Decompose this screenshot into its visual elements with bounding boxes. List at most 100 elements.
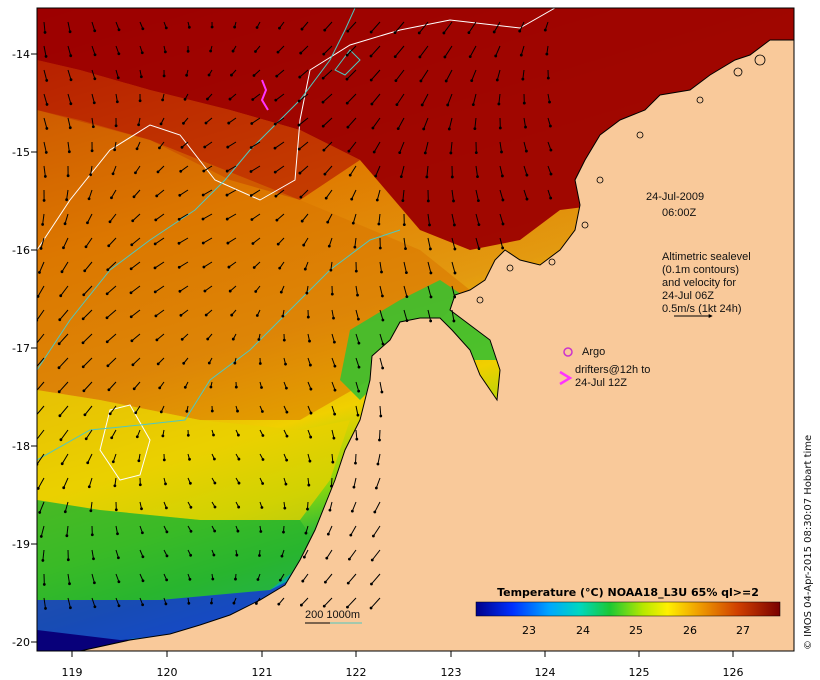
velocity-arrow xyxy=(331,333,335,343)
velocity-arrow-head xyxy=(138,99,142,103)
velocity-arrow xyxy=(326,549,333,559)
colorbar-tick: 23 xyxy=(522,624,536,637)
velocity-arrow xyxy=(67,117,71,128)
velocity-arrow-head xyxy=(300,27,304,31)
velocity-arrow xyxy=(274,117,285,125)
velocity-arrow xyxy=(399,141,405,153)
lat-tick-label: -14 xyxy=(12,48,30,61)
velocity-arrow xyxy=(108,237,117,247)
velocity-arrow-head xyxy=(377,222,381,226)
velocity-arrow-head xyxy=(212,457,216,461)
velocity-arrow-head xyxy=(326,532,330,536)
velocity-arrow xyxy=(325,573,333,583)
velocity-arrow xyxy=(226,213,237,220)
legend-line: 0.5m/s (1kt 24h) xyxy=(662,303,741,315)
velocity-arrow-head xyxy=(249,146,253,149)
warm-water-patch xyxy=(37,60,360,200)
velocity-arrow-head xyxy=(473,127,477,131)
velocity-arrow-head xyxy=(495,78,499,82)
velocity-arrow-head xyxy=(69,54,73,58)
velocity-arrow-head xyxy=(164,26,168,30)
depth-label: 200 1000m xyxy=(305,609,360,621)
velocity-arrow-head xyxy=(236,409,239,413)
colorbar-title: Temperature (°C) NOAA18_L3U 65% ql>=2 xyxy=(497,586,759,599)
velocity-arrow-head xyxy=(132,387,136,391)
velocity-arrow xyxy=(499,189,504,201)
velocity-arrow-head xyxy=(285,410,289,414)
velocity-arrow-head xyxy=(165,578,169,582)
cool-band-blue xyxy=(37,570,310,651)
velocity-arrow-head xyxy=(68,606,72,610)
velocity-arrow xyxy=(275,93,285,101)
argo-label: Argo xyxy=(582,346,605,358)
velocity-arrow xyxy=(347,117,357,128)
velocity-arrow-head xyxy=(86,221,89,225)
velocity-arrow-head xyxy=(370,102,374,106)
velocity-arrow-head xyxy=(117,604,121,608)
velocity-arrow-head xyxy=(65,534,69,538)
velocity-arrow xyxy=(354,237,357,248)
velocity-arrow-head xyxy=(374,486,378,490)
velocity-arrow xyxy=(131,333,141,342)
velocity-arrow xyxy=(419,45,429,58)
velocity-arrow-head xyxy=(231,337,235,341)
velocity-arrow-head xyxy=(332,436,336,440)
velocity-arrow xyxy=(298,93,309,102)
velocity-arrow-head xyxy=(332,316,335,320)
velocity-legend: Altimetric sealevel (0.1m contours) and … xyxy=(662,251,751,318)
velocity-arrow-head xyxy=(116,76,120,80)
legend-line: 24-Jul 06Z xyxy=(662,290,714,302)
velocity-arrow-head xyxy=(276,50,280,54)
velocity-arrow xyxy=(378,429,381,440)
velocity-arrow-head xyxy=(348,557,351,561)
velocity-arrow-head xyxy=(447,127,451,131)
velocity-arrow xyxy=(472,93,477,105)
velocity-arrow-head xyxy=(161,98,165,102)
velocity-arrow-head xyxy=(380,270,383,274)
velocity-arrow xyxy=(42,549,45,561)
velocity-arrow xyxy=(39,501,45,513)
velocity-arrow-head xyxy=(237,481,241,485)
velocity-arrow xyxy=(61,453,69,464)
velocity-arrow xyxy=(84,261,93,272)
velocity-arrow-head xyxy=(429,295,433,299)
velocity-arrow-head xyxy=(233,361,237,365)
velocity-arrow xyxy=(403,309,408,321)
velocity-arrow xyxy=(523,189,528,200)
velocity-arrow-head xyxy=(331,460,335,464)
legend-line: Altimetric sealevel xyxy=(662,251,751,263)
velocity-arrow xyxy=(204,141,213,148)
velocity-arrow xyxy=(58,333,69,345)
velocity-arrow xyxy=(67,573,71,584)
velocity-arrow-head xyxy=(524,125,527,129)
velocity-arrow-head xyxy=(60,462,64,466)
velocity-arrow xyxy=(324,21,333,31)
velocity-arrow xyxy=(66,525,69,536)
velocity-arrow-head xyxy=(58,318,62,322)
velocity-arrow-head xyxy=(355,437,359,441)
velocity-arrow-head xyxy=(81,341,85,345)
velocity-arrow xyxy=(427,213,431,226)
velocity-arrow-head xyxy=(137,123,141,127)
velocity-arrow-head xyxy=(228,289,232,293)
velocity-arrow xyxy=(347,573,357,584)
velocity-arrow-head xyxy=(345,101,349,105)
velocity-arrow xyxy=(67,69,72,80)
velocity-arrow xyxy=(325,189,333,199)
velocity-arrow-head xyxy=(187,25,191,29)
velocity-arrow-head xyxy=(45,103,49,106)
velocity-arrow-head xyxy=(274,194,278,198)
velocity-arrow-head xyxy=(428,223,431,227)
velocity-arrow-head xyxy=(348,173,352,177)
lat-tick-label: -16 xyxy=(12,244,30,257)
velocity-arrow-head xyxy=(34,391,37,394)
velocity-arrow xyxy=(372,525,381,537)
velocity-arrow xyxy=(61,261,69,272)
velocity-arrow-head xyxy=(346,29,350,33)
velocity-arrow-head xyxy=(115,100,119,104)
velocity-arrow-head xyxy=(282,338,286,342)
colorbar-tick: 25 xyxy=(629,624,643,637)
land-mass xyxy=(79,39,794,651)
drifter-tracks xyxy=(260,79,269,111)
velocity-arrow-head xyxy=(255,314,259,317)
